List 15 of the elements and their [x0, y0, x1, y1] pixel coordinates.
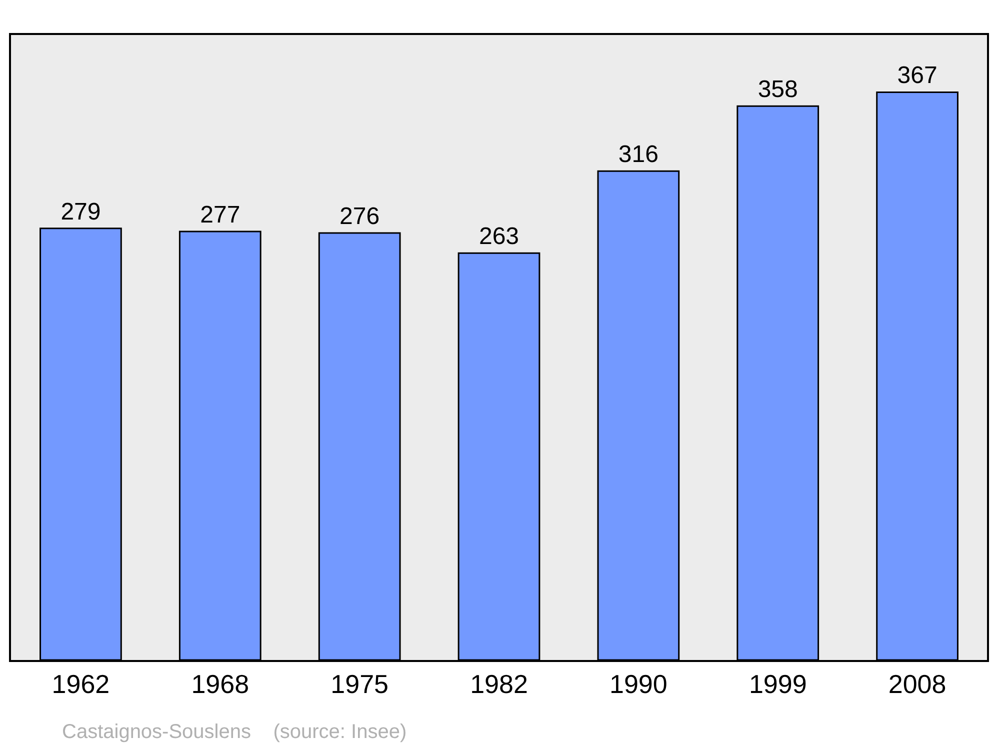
data-label: 263 [478, 223, 520, 250]
data-label: 277 [200, 201, 240, 228]
x-tick-label: 1999 [748, 669, 807, 700]
x-tick-label: 2008 [888, 669, 946, 700]
data-label: 279 [60, 198, 101, 226]
data-label: 276 [340, 203, 380, 230]
x-tick-label: 1962 [52, 669, 110, 700]
text: Castaignos-Souslens (source: Insee) [62, 721, 407, 743]
data-label: 367 [897, 62, 938, 90]
x-tick-label: 1968 [191, 669, 250, 700]
data-label: 358 [758, 76, 798, 104]
x-tick-label: 1975 [330, 669, 388, 700]
data-label: 316 [618, 141, 658, 168]
x-tick-label: 1982 [470, 669, 528, 700]
x-tick-label: 1990 [610, 669, 668, 700]
